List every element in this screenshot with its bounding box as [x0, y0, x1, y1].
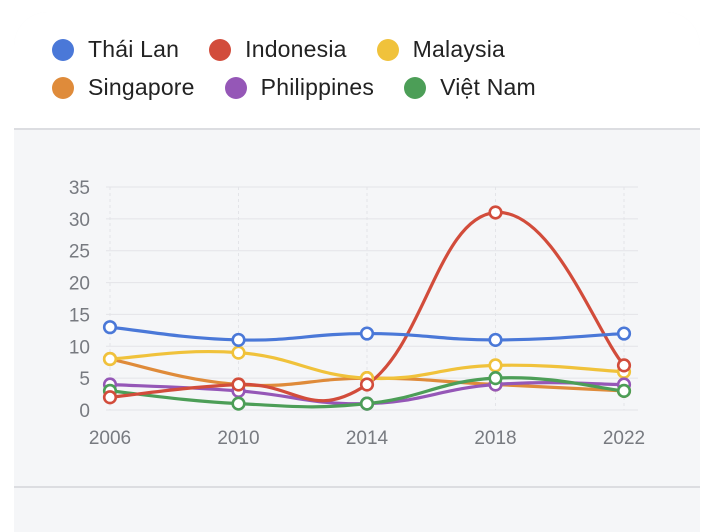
legend-label: Singapore [88, 74, 195, 100]
legend-row-2: Singapore Philippines Việt Nam [52, 74, 566, 101]
data-point [488, 371, 503, 386]
legend-swatch [52, 76, 74, 99]
data-point [102, 320, 118, 335]
data-point [616, 326, 632, 341]
y-tick-label: 15 [69, 305, 90, 326]
footer-divider [14, 486, 700, 488]
data-point [488, 332, 503, 348]
data-point [231, 332, 246, 348]
y-tick-label: 30 [69, 210, 90, 231]
data-point [102, 351, 118, 367]
legend-swatch [376, 38, 399, 61]
legend-item-philippines[interactable]: Philippines [224, 74, 375, 101]
x-tick-label: 2014 [346, 428, 389, 449]
data-point [102, 390, 118, 405]
data-point [359, 377, 375, 392]
series-line-1 [108, 210, 626, 403]
legend-item-thai-lan[interactable]: Thái Lan [52, 36, 179, 63]
legend-item-singapore[interactable]: Singapore [52, 74, 195, 101]
data-point [231, 396, 246, 411]
legend-item-indonesia[interactable]: Indonesia [209, 36, 347, 63]
legend: Thái Lan Indonesia Malaysia Singapore Ph… [14, 12, 700, 128]
x-tick-label: 2018 [474, 428, 516, 449]
legend-label: Philippines [260, 74, 375, 100]
y-tick-label: 0 [79, 401, 90, 422]
legend-item-viet-nam[interactable]: Việt Nam [404, 74, 536, 101]
data-point [616, 358, 632, 373]
legend-label: Malaysia [412, 36, 506, 62]
x-tick-label: 2022 [603, 428, 645, 449]
legend-item-malaysia[interactable]: Malaysia [376, 36, 506, 63]
legend-swatch [52, 38, 74, 61]
legend-divider [14, 128, 700, 130]
legend-swatch [209, 38, 232, 61]
data-point [616, 383, 632, 398]
legend-swatch [224, 76, 247, 99]
data-point [231, 377, 246, 392]
y-tick-label: 20 [69, 274, 90, 295]
y-tick-label: 25 [69, 242, 90, 263]
x-tick-label: 2006 [89, 428, 131, 449]
data-point [359, 396, 375, 411]
data-point [359, 326, 375, 341]
data-point [231, 345, 246, 360]
x-tick-label: 2010 [217, 428, 259, 449]
legend-label: Việt Nam [440, 74, 536, 100]
legend-label: Thái Lan [88, 36, 180, 62]
data-point [488, 358, 503, 373]
y-tick-label: 5 [79, 369, 90, 390]
chart-card: Thái Lan Indonesia Malaysia Singapore Ph… [14, 12, 700, 532]
y-tick-label: 35 [69, 178, 90, 199]
y-tick-label: 10 [69, 337, 90, 358]
legend-label: Indonesia [245, 36, 347, 62]
line-chart: 0 5 10 15 20 25 30 35 2006 2010 2014 2018 2022 [69, 178, 645, 449]
data-point [488, 205, 503, 220]
legend-swatch [404, 76, 427, 99]
legend-row-1: Thái Lan Indonesia Malaysia [52, 36, 535, 63]
